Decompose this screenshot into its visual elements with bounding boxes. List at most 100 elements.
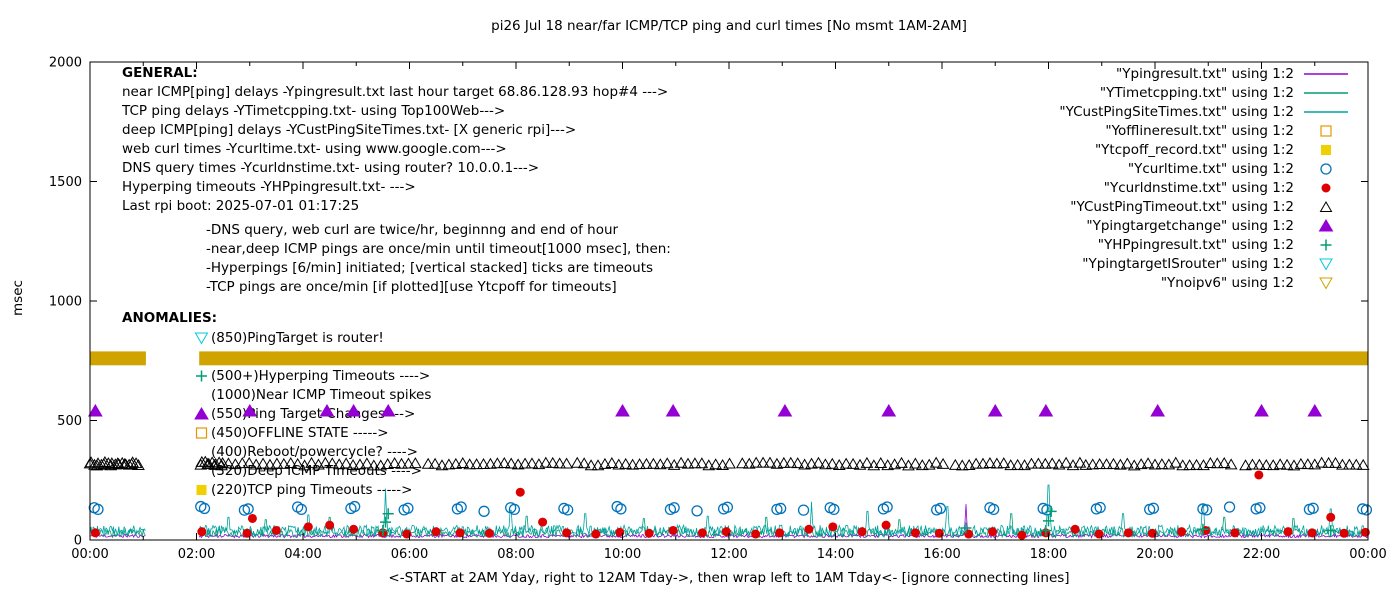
legend-line-icon [1304,91,1348,94]
svg-text:04:00: 04:00 [284,547,321,562]
x-axis-label: <-START at 2AM Yday, right to 12AM Tday-… [388,570,1070,586]
legend-tri-up-filled-icon [1318,218,1334,231]
general-lines: near ICMP[ping] delays -Ypingresult.txt … [122,83,671,297]
legend-tri-down-open-icon [1319,258,1333,271]
anomaly-item: (850)PingTarget is router! [122,328,431,347]
legend-square-open-icon [1320,124,1332,137]
anomaly-text: (1000)Near ICMP Timeout spikes [211,386,432,403]
legend-item: "Ynoipv6" using 1:2 [1059,273,1352,292]
general-line: -DNS query, web curl are twice/hr, begin… [206,222,619,238]
legend-item: "YCustPingSiteTimes.txt" using 1:2 [1059,102,1352,121]
svg-text:500: 500 [57,414,82,429]
y-axis-label: msec [10,280,26,316]
anomaly-item [122,347,431,366]
legend-item-label: "Ynoipv6" using 1:2 [1160,274,1294,291]
svg-text:2000: 2000 [49,56,82,71]
general-line: -near,deep ICMP pings are once/min until… [206,241,671,257]
legend-item-label: "Ycurldnstime.txt" using 1:2 [1103,179,1294,196]
anomalies-lines: (850)PingTarget is router! (500+)Hyperpin… [122,328,431,499]
legend-item-label: "Ytcpoff_record.txt" using 1:2 [1094,141,1294,158]
anomalies-notes: ANOMALIES: (850)PingTarget is router! (50… [122,309,431,499]
anomaly-text: (320)Deep ICMP Timeouts ----> [211,462,422,479]
svg-text:1500: 1500 [49,175,82,190]
legend-circle-open-icon [1320,162,1332,175]
legend-tri-down-open-icon [1319,277,1333,290]
general-line: deep ICMP[ping] delays -YCustPingSiteTim… [122,122,577,138]
general-line: TCP ping delays -YTimetcpping.txt- using… [122,103,506,119]
general-line: -TCP pings are once/min [if plotted][use… [206,279,617,295]
svg-text:06:00: 06:00 [391,547,428,562]
legend-item: "Ytcpoff_record.txt" using 1:2 [1059,140,1352,159]
legend-item: "Ypingresult.txt" using 1:2 [1059,64,1352,83]
svg-text:12:00: 12:00 [710,547,747,562]
legend-square-filled-icon [1321,144,1331,155]
anomaly-icon-placeholder [194,387,209,402]
svg-text:10:00: 10:00 [604,547,641,562]
legend-item: "YHPpingresult.txt" using 1:2 [1059,235,1352,254]
general-line: web curl times -Ycurltime.txt- using www… [122,141,507,157]
legend-plus-icon [1320,239,1332,250]
legend-item-label: "Ypingresult.txt" using 1:2 [1116,65,1294,82]
legend-item: "YCustPingTimeout.txt" using 1:2 [1059,197,1352,216]
anomaly-text: (400)Reboot/powercycle? ----> [211,443,418,460]
svg-text:0: 0 [74,534,82,549]
svg-text:1000: 1000 [49,295,82,310]
general-line: Last rpi boot: 2025-07-01 01:17:25 [122,198,360,214]
general-line: Hyperping timeouts -YHPpingresult.txt- -… [122,179,416,195]
svg-text:22:00: 22:00 [1243,547,1280,562]
anomaly-text: (850)PingTarget is router! [211,329,384,346]
svg-text:02:00: 02:00 [178,547,215,562]
anomaly-item: (500+)Hyperping Timeouts ----> [122,366,431,385]
legend-item-label: "YCustPingSiteTimes.txt" using 1:2 [1059,103,1294,120]
anomaly-item: (1000)Near ICMP Timeout spikes [122,385,431,404]
legend-item: "Yofflineresult.txt" using 1:2 [1059,121,1352,140]
svg-text:00:00: 00:00 [1349,547,1386,562]
legend-item-label: "YCustPingTimeout.txt" using 1:2 [1070,198,1294,215]
legend-tri-up-open-icon [1319,200,1333,212]
general-notes: GENERAL: near ICMP[ping] delays -Ypingre… [122,64,671,297]
anomaly-tri-up-filled-icon [194,407,209,420]
anomaly-icon-placeholder [194,463,209,478]
anomaly-square-filled-icon [196,485,207,495]
anomaly-text: (220)TCP ping Timeouts -----> [211,481,413,498]
general-line: near ICMP[ping] delays -Ypingresult.txt … [122,84,669,100]
ytimetcpping-line [89,513,1368,539]
legend-circle-filled-icon [1321,183,1331,192]
anomaly-item: (450)OFFLINE STATE -----> [122,423,431,442]
legend-item: "YpingtargetISrouter" using 1:2 [1059,254,1352,273]
anomaly-square-open-icon [195,427,208,439]
legend-line-icon [1304,110,1348,113]
svg-text:20:00: 20:00 [1136,547,1173,562]
chart-title: pi26 Jul 18 near/far ICMP/TCP ping and c… [491,18,967,34]
svg-text:00:00: 00:00 [71,547,108,562]
general-header: GENERAL: [122,65,198,81]
legend-item-label: "YpingtargetISrouter" using 1:2 [1082,255,1294,272]
anomaly-text: (450)OFFLINE STATE -----> [211,424,389,441]
general-line: DNS query times -Ycurldnstime.txt- using… [122,160,540,176]
anomaly-tri-down-open-icon [194,332,209,345]
ypingresult-line [89,504,1368,539]
svg-text:08:00: 08:00 [497,547,534,562]
anomaly-text: (550)Ping Target Changes ---> [211,405,416,422]
legend-item-label: "YHPpingresult.txt" using 1:2 [1097,236,1294,253]
legend-item-label: "Ypingtargetchange" using 1:2 [1086,217,1294,234]
legend-line-icon [1304,72,1348,75]
legend-item: "Ycurldnstime.txt" using 1:2 [1059,178,1352,197]
legend-item-label: "Yofflineresult.txt" using 1:2 [1105,122,1294,139]
legend-item: "YTimetcpping.txt" using 1:2 [1059,83,1352,102]
anomalies-header: ANOMALIES: [122,310,218,326]
anomaly-plus-icon [196,370,207,382]
anomaly-item: (220)TCP ping Timeouts -----> [122,480,431,499]
ycurltime-points [88,500,1373,517]
legend-item-label: "YTimetcpping.txt" using 1:2 [1099,84,1294,101]
legend-item: "Ypingtargetchange" using 1:2 [1059,216,1352,235]
anomaly-icon-placeholder [194,444,209,459]
legend-item: "Ycurltime.txt" using 1:2 [1059,159,1352,178]
legend-item-label: "Ycurltime.txt" using 1:2 [1127,160,1294,177]
anomaly-text: (500+)Hyperping Timeouts ----> [211,367,431,384]
svg-text:18:00: 18:00 [1030,547,1067,562]
svg-text:16:00: 16:00 [923,547,960,562]
legend: "Ypingresult.txt" using 1:2 "YTimetcpping… [1059,64,1352,292]
yhppingresult-points [377,505,1337,536]
